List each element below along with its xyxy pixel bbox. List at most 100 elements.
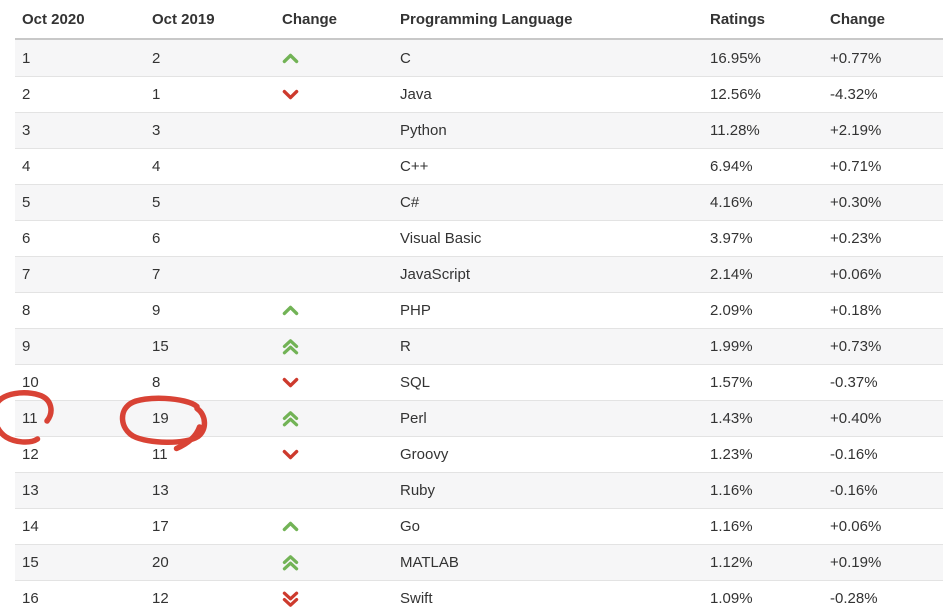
language-name: C# bbox=[400, 194, 420, 211]
table-header-row: Oct 2020 Oct 2019 Change Programming Lan… bbox=[15, 0, 943, 40]
table-row: 12 11 Groovy 1.23% -0.16% bbox=[15, 436, 943, 472]
rating-value: 1.23% bbox=[710, 446, 753, 463]
rank-current: 10 bbox=[22, 374, 39, 391]
header-rank-oct-2019: Oct 2019 bbox=[152, 10, 215, 28]
rating-change: +2.19% bbox=[830, 122, 882, 139]
rank-previous: 9 bbox=[152, 302, 161, 319]
rank-change-cell bbox=[275, 89, 393, 100]
chevron-down-icon bbox=[282, 449, 299, 460]
chevron-double-up-icon bbox=[282, 554, 299, 571]
rank-previous: 15 bbox=[152, 338, 169, 355]
rating-value: 1.57% bbox=[710, 374, 753, 391]
rank-change-cell bbox=[275, 410, 393, 427]
table-row: 4 4 C++ 6.94% +0.71% bbox=[15, 148, 943, 184]
rank-previous: 7 bbox=[152, 266, 161, 283]
rating-change: +0.71% bbox=[830, 158, 882, 175]
rating-change: +0.06% bbox=[830, 518, 882, 535]
rank-current: 11 bbox=[22, 410, 38, 427]
rating-change: +0.19% bbox=[830, 554, 882, 571]
rank-previous: 3 bbox=[152, 122, 161, 139]
language-name: C++ bbox=[400, 158, 429, 175]
header-ratings: Ratings bbox=[710, 10, 766, 28]
rating-change: -0.37% bbox=[830, 374, 878, 391]
rank-current: 9 bbox=[22, 338, 31, 355]
rating-value: 12.56% bbox=[710, 86, 761, 103]
rank-previous: 6 bbox=[152, 230, 161, 247]
language-name: Groovy bbox=[400, 446, 449, 463]
language-name: JavaScript bbox=[400, 266, 471, 283]
rating-value: 2.09% bbox=[710, 302, 753, 319]
rating-value: 16.95% bbox=[710, 49, 761, 67]
table-row: 16 12 Swift 1.09% -0.28% bbox=[15, 580, 943, 615]
chevron-double-up-icon bbox=[282, 410, 299, 427]
header-rank-change: Change bbox=[282, 10, 338, 28]
rating-value: 4.16% bbox=[710, 194, 753, 211]
rating-change: -0.16% bbox=[830, 482, 878, 499]
table-row: 7 7 JavaScript 2.14% +0.06% bbox=[15, 256, 943, 292]
rating-value: 1.43% bbox=[710, 410, 753, 427]
rank-current: 16 bbox=[22, 590, 39, 607]
rank-previous: 8 bbox=[152, 374, 161, 391]
rank-current: 1 bbox=[22, 49, 31, 67]
rank-previous: 12 bbox=[152, 590, 169, 607]
table-row: 5 5 C# 4.16% +0.30% bbox=[15, 184, 943, 220]
rank-previous: 11 bbox=[152, 446, 168, 463]
rank-current: 2 bbox=[22, 86, 31, 103]
rating-change: +0.40% bbox=[830, 410, 882, 427]
table-body: 1 2 C 16.95% +0.77% 2 1 Java 12.56% -4.3… bbox=[15, 40, 943, 615]
rank-current: 3 bbox=[22, 122, 31, 139]
chevron-down-icon bbox=[282, 89, 299, 100]
header-ratings-change: Change bbox=[830, 10, 886, 28]
language-name: PHP bbox=[400, 302, 431, 319]
header-programming-language: Programming Language bbox=[400, 10, 573, 28]
rank-previous: 19 bbox=[152, 410, 169, 427]
chevron-up-icon bbox=[282, 521, 299, 532]
chevron-up-icon bbox=[282, 53, 299, 64]
rank-previous: 17 bbox=[152, 518, 169, 535]
rank-current: 5 bbox=[22, 194, 31, 211]
table-row: 13 13 Ruby 1.16% -0.16% bbox=[15, 472, 943, 508]
rating-value: 11.28% bbox=[710, 122, 760, 139]
rating-change: -0.16% bbox=[830, 446, 878, 463]
rating-value: 1.16% bbox=[710, 482, 753, 499]
language-name: MATLAB bbox=[400, 554, 459, 571]
rating-value: 6.94% bbox=[710, 158, 753, 175]
rank-current: 12 bbox=[22, 446, 39, 463]
rating-value: 1.16% bbox=[710, 518, 753, 535]
table-row: 10 8 SQL 1.57% -0.37% bbox=[15, 364, 943, 400]
chevron-double-down-icon bbox=[282, 591, 299, 607]
language-name: Ruby bbox=[400, 482, 436, 499]
language-name: SQL bbox=[400, 374, 431, 391]
table-row: 11 19 Perl 1.43% +0.40% bbox=[15, 400, 943, 436]
rank-current: 6 bbox=[22, 230, 31, 247]
language-name: R bbox=[400, 338, 411, 355]
language-name: Perl bbox=[400, 410, 427, 427]
rating-value: 1.09% bbox=[710, 590, 753, 607]
header-rank-oct-2020: Oct 2020 bbox=[22, 10, 85, 28]
table-row: 15 20 MATLAB 1.12% +0.19% bbox=[15, 544, 943, 580]
chevron-up-icon bbox=[282, 305, 299, 316]
language-name: Swift bbox=[400, 590, 433, 607]
rating-change: +0.73% bbox=[830, 338, 882, 355]
rank-current: 15 bbox=[22, 554, 39, 571]
table-row: 2 1 Java 12.56% -4.32% bbox=[15, 76, 943, 112]
rank-change-cell bbox=[275, 338, 393, 355]
rank-change-cell bbox=[275, 449, 393, 460]
rating-change: +0.77% bbox=[830, 49, 882, 67]
rank-current: 7 bbox=[22, 266, 31, 283]
rating-value: 2.14% bbox=[710, 266, 753, 283]
rank-previous: 20 bbox=[152, 554, 169, 571]
table-row: 9 15 R 1.99% +0.73% bbox=[15, 328, 943, 364]
language-name: Python bbox=[400, 122, 447, 139]
rating-value: 3.97% bbox=[710, 230, 753, 247]
tiobe-index-table: Oct 2020 Oct 2019 Change Programming Lan… bbox=[15, 0, 943, 615]
table-row: 6 6 Visual Basic 3.97% +0.23% bbox=[15, 220, 943, 256]
rating-change: +0.30% bbox=[830, 194, 882, 211]
rank-change-cell bbox=[275, 53, 393, 64]
rank-previous: 1 bbox=[152, 86, 161, 103]
table-row: 1 2 C 16.95% +0.77% bbox=[15, 40, 943, 76]
table-row: 8 9 PHP 2.09% +0.18% bbox=[15, 292, 943, 328]
rating-value: 1.12% bbox=[710, 554, 753, 571]
chevron-down-icon bbox=[282, 377, 299, 388]
rank-current: 8 bbox=[22, 302, 31, 319]
